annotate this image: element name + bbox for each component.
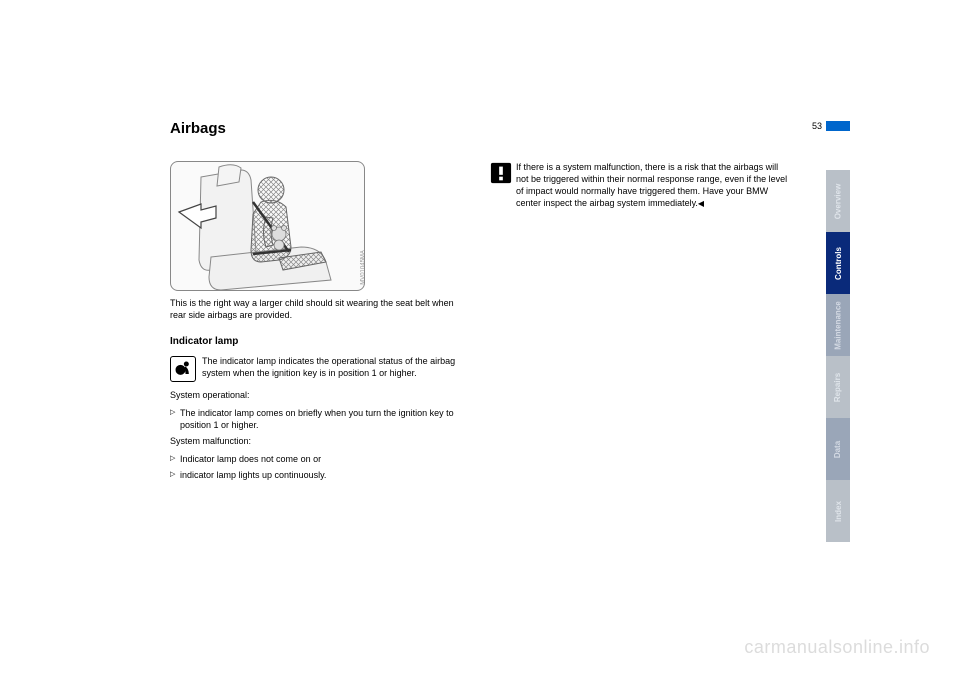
image-caption: This is the right way a larger child sho… — [170, 297, 470, 321]
warning-para: If there is a system malfunction, there … — [490, 161, 790, 210]
warning-end-mark: ◀ — [698, 199, 704, 208]
watermark: carmanualsonline.info — [744, 637, 930, 658]
side-tabs: Overview Controls Maintenance Repairs Da… — [826, 170, 850, 542]
tab-repairs[interactable]: Repairs — [826, 356, 850, 418]
indicator-lamp-heading: Indicator lamp — [170, 335, 470, 349]
left-column: MV01045MA This is the right way a larger… — [170, 161, 470, 486]
tab-label: Overview — [834, 183, 843, 219]
tab-overview[interactable]: Overview — [826, 170, 850, 232]
seat-illustration: MV01045MA — [170, 161, 365, 291]
tab-label: Data — [834, 440, 843, 457]
warning-text: If there is a system malfunction, there … — [516, 162, 787, 208]
page-number-block: 53 — [812, 121, 850, 131]
system-operational-bullet: The indicator lamp comes on briefly when… — [170, 407, 470, 431]
tab-maintenance[interactable]: Maintenance — [826, 294, 850, 356]
warning-icon — [490, 162, 512, 184]
system-malfunction-label: System malfunction: — [170, 435, 470, 447]
page-number-bar — [826, 121, 850, 131]
seat-illustration-svg — [171, 162, 365, 291]
page-number: 53 — [812, 121, 822, 131]
system-malfunction-bullet-2: indicator lamp lights up continuously. — [170, 469, 470, 481]
tab-controls[interactable]: Controls — [826, 232, 850, 294]
system-malfunction-bullet-1: Indicator lamp does not come on or — [170, 453, 470, 465]
tab-label: Controls — [834, 247, 843, 280]
content-columns: MV01045MA This is the right way a larger… — [170, 161, 790, 486]
indicator-lamp-text: The indicator lamp indicates the operati… — [202, 356, 455, 378]
tab-label: Maintenance — [834, 301, 843, 349]
tab-label: Repairs — [834, 372, 843, 401]
page-content: Airbags — [170, 120, 790, 486]
indicator-lamp-para: The indicator lamp indicates the operati… — [170, 355, 470, 383]
system-operational-label: System operational: — [170, 389, 470, 401]
right-column: If there is a system malfunction, there … — [490, 161, 790, 486]
tab-label: Index — [834, 501, 843, 522]
airbag-icon — [170, 356, 196, 382]
tab-data[interactable]: Data — [826, 418, 850, 480]
tab-index[interactable]: Index — [826, 480, 850, 542]
image-code: MV01045MA — [360, 250, 365, 285]
page-heading: Airbags — [170, 120, 790, 137]
